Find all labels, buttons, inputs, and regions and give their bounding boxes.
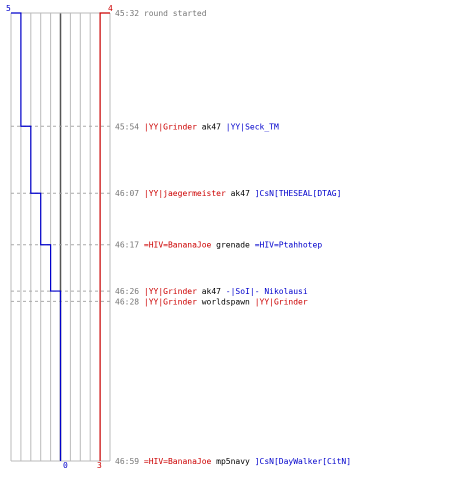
event-part: ak47 bbox=[197, 287, 226, 296]
event-part: |YY|Grinder bbox=[144, 287, 197, 296]
event-row: 46:59 =HIV=BananaJoe mp5navy ]CsN[DayWal… bbox=[115, 457, 351, 466]
event-part: |YY|Grinder bbox=[144, 122, 197, 131]
event-guides bbox=[11, 125, 112, 302]
event-part: |YY|jaegermeister bbox=[144, 189, 226, 198]
event-part: worldspawn bbox=[197, 297, 255, 306]
event-part: =HIV=Ptahhotep bbox=[255, 241, 323, 250]
team-lines bbox=[11, 12, 110, 461]
event-time: 46:07 bbox=[115, 189, 144, 198]
event-time: 46:26 bbox=[115, 287, 144, 296]
event-part: grenade bbox=[211, 241, 254, 250]
event-row: 46:26 |YY|Grinder ak47 -|SoI|- Nikolausi bbox=[115, 287, 308, 296]
event-time: 45:54 bbox=[115, 122, 144, 131]
event-time: 46:17 bbox=[115, 241, 144, 250]
event-part: |YY|Grinder bbox=[255, 297, 308, 306]
event-part: ak47 bbox=[226, 189, 255, 198]
event-part: |YY|Seck_TM bbox=[226, 122, 279, 131]
event-part: ]CsN[THESEAL[DTAG] bbox=[255, 189, 342, 198]
event-part: =HIV=BananaJoe bbox=[144, 241, 212, 250]
red-axis-top-label: 4 bbox=[108, 4, 113, 13]
event-part: |YY|Grinder bbox=[144, 297, 197, 306]
red-team-line bbox=[99, 12, 110, 461]
event-row: 45:54 |YY|Grinder ak47 |YY|Seck_TM bbox=[115, 122, 279, 131]
event-time: 46:59 bbox=[115, 457, 144, 466]
event-row: 46:07 |YY|jaegermeister ak47 ]CsN[THESEA… bbox=[115, 189, 341, 198]
blue-team-line bbox=[11, 12, 62, 461]
event-row: 45:32 round started bbox=[115, 9, 207, 18]
red-axis-bottom-label: 3 bbox=[97, 461, 102, 470]
event-row: 46:28 |YY|Grinder worldspawn |YY|Grinder bbox=[115, 297, 308, 306]
event-row: 46:17 =HIV=BananaJoe grenade =HIV=Ptahho… bbox=[115, 241, 322, 250]
event-part: round started bbox=[144, 9, 207, 18]
event-part: =HIV=BananaJoe bbox=[144, 457, 212, 466]
event-time: 46:28 bbox=[115, 297, 144, 306]
event-log: 45:32 round started 45:54 |YY|Grinder ak4… bbox=[115, 9, 351, 466]
event-part: -|SoI|- Nikolausi bbox=[226, 287, 308, 296]
event-part: ]CsN[DayWalker[CitN] bbox=[255, 457, 351, 466]
axis-labels: 5 4 0 3 bbox=[6, 4, 113, 470]
blue-axis-bottom-label: 0 bbox=[63, 461, 68, 470]
blue-axis-top-label: 5 bbox=[6, 4, 11, 13]
event-part: ak47 bbox=[197, 122, 226, 131]
event-part: mp5navy bbox=[211, 457, 254, 466]
event-time: 45:32 bbox=[115, 9, 144, 18]
